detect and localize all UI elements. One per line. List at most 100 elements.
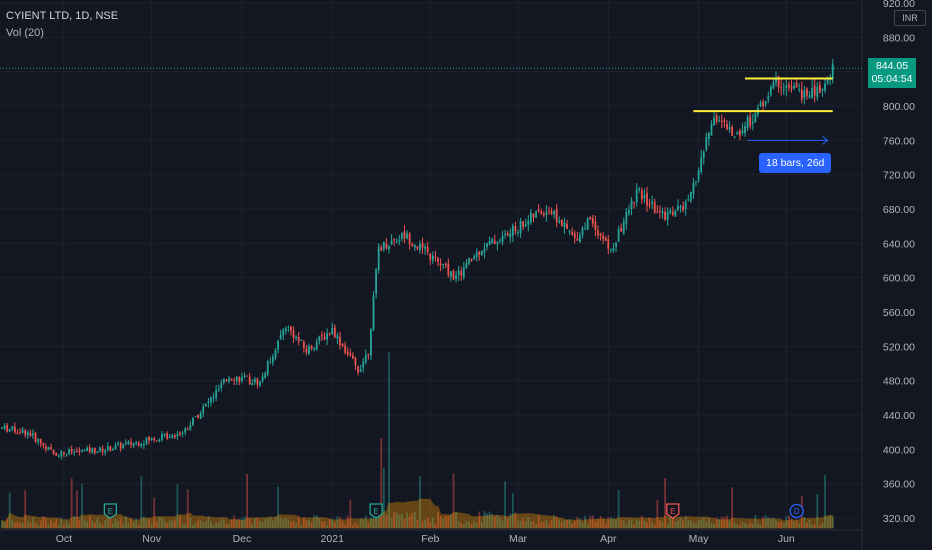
candle-body	[225, 379, 228, 381]
volume-bar	[659, 519, 661, 528]
candle-body	[749, 116, 752, 126]
volume-bar	[112, 523, 114, 528]
candle-body	[21, 429, 24, 433]
volume-bar	[158, 516, 161, 528]
candle-body	[150, 437, 153, 441]
candle-body	[478, 251, 481, 255]
volume-bar	[478, 511, 481, 528]
candle-body	[416, 246, 419, 250]
candle-body	[517, 231, 519, 233]
volume-bar	[390, 517, 393, 528]
volume-bar	[537, 515, 540, 528]
volume-bar	[519, 520, 522, 528]
candle-body	[29, 432, 32, 437]
candle-body	[705, 137, 708, 150]
candle-body	[573, 233, 576, 239]
candle-body	[511, 225, 514, 236]
candle-body	[540, 211, 543, 214]
candle-body	[439, 263, 442, 266]
volume-bar	[8, 492, 11, 528]
volume-bar	[269, 516, 272, 528]
volume-bar	[204, 521, 207, 528]
volume-bar	[522, 518, 525, 528]
volume-bar	[808, 519, 811, 528]
y-tick-label: 760.00	[883, 135, 915, 147]
candle-body	[256, 378, 259, 385]
volume-bar	[42, 516, 45, 528]
candle-body	[50, 447, 52, 450]
candle-body	[179, 432, 181, 435]
volume-bar	[73, 515, 76, 528]
candle-body	[480, 250, 483, 255]
candle-body	[274, 350, 277, 358]
candle-body	[671, 211, 674, 215]
candle-body	[321, 335, 323, 337]
candle-body	[622, 221, 625, 234]
candle-body	[130, 441, 132, 445]
volume-bar	[599, 515, 602, 528]
volume-bar	[790, 518, 793, 528]
volume-bar	[96, 517, 99, 528]
volume-bar	[333, 522, 336, 528]
volume-bar	[132, 521, 135, 528]
candle-body	[695, 181, 697, 183]
volume-bar	[806, 522, 808, 528]
candle-body	[39, 438, 42, 444]
candle-body	[140, 444, 143, 447]
candle-body	[679, 206, 682, 208]
volume-bar	[302, 517, 305, 528]
candle-body	[104, 450, 107, 453]
candle-body	[344, 345, 347, 353]
candle-body	[762, 102, 764, 107]
volume-bar	[560, 521, 563, 528]
x-tick-label: Apr	[600, 533, 617, 545]
volume-bar	[261, 522, 264, 528]
volume-bar	[594, 521, 597, 528]
volume-bar	[44, 518, 47, 528]
candle-body	[390, 240, 393, 245]
candle-body	[351, 355, 354, 359]
candle-body	[137, 443, 140, 446]
candle-body	[37, 439, 40, 442]
volume-bar	[145, 518, 148, 528]
candle-body	[233, 380, 236, 382]
volume-bar	[643, 520, 646, 528]
candle-body	[8, 429, 11, 432]
x-tick-label: Oct	[56, 533, 72, 545]
candle-body	[609, 248, 612, 251]
volume-bar	[568, 518, 571, 528]
volume-bar	[179, 515, 181, 528]
volume-bar	[540, 522, 543, 528]
volume-bar	[349, 499, 352, 528]
candle-body	[32, 433, 34, 436]
volume-bar	[439, 516, 442, 528]
candle-body	[630, 200, 633, 209]
candle-body	[163, 434, 166, 436]
candle-body	[290, 326, 292, 331]
candle-body	[687, 199, 690, 201]
candle-body	[527, 220, 530, 225]
volume-bar	[788, 515, 790, 528]
volume-bar	[733, 522, 736, 528]
candle-body	[604, 237, 607, 241]
candle-body	[318, 336, 321, 341]
volume-bar	[782, 523, 785, 528]
candle-body	[697, 169, 700, 181]
marker-shape	[789, 503, 804, 519]
volume-bar	[483, 511, 486, 528]
volume-bar	[677, 520, 679, 528]
volume-bar	[831, 517, 834, 528]
candle-body	[235, 376, 238, 381]
candle-body	[486, 243, 488, 248]
candle-body	[504, 234, 506, 236]
volume-bar	[86, 521, 89, 528]
volume-bar	[215, 522, 218, 528]
volume-bar	[597, 518, 599, 528]
candle-body	[560, 220, 563, 226]
volume-bar	[186, 489, 189, 528]
currency-badge[interactable]: INR	[894, 10, 926, 26]
candle-body	[382, 241, 385, 250]
candle-body	[550, 211, 553, 214]
candle-body	[666, 211, 669, 221]
